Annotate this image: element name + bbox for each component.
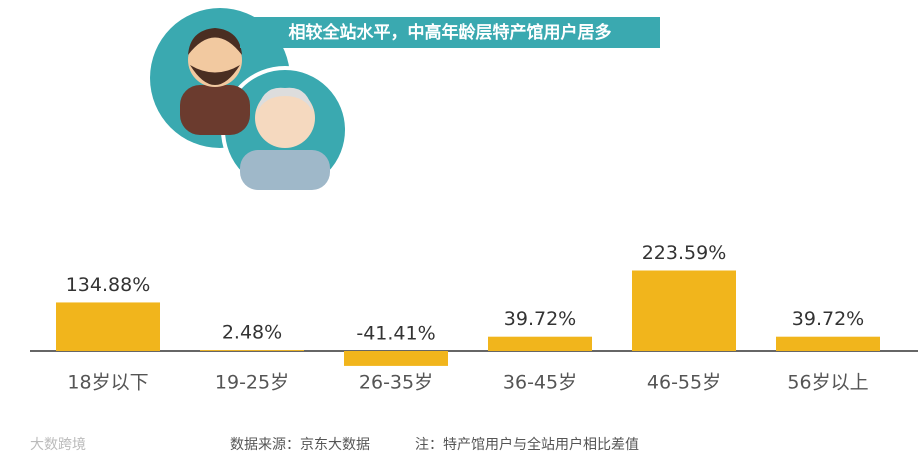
bar [488,336,592,351]
value-label: 2.48% [222,322,282,344]
title-banner [240,17,660,48]
bar [56,302,160,351]
value-label: 39.72% [504,308,576,330]
x-tick-label: 56岁以上 [787,372,868,394]
x-tick-label: 26-35岁 [359,372,433,394]
chart-title: 相较全站水平，中高年龄层特产馆用户居多 [289,22,612,43]
bar [344,351,448,366]
value-label: 39.72% [792,308,864,330]
value-label: 134.88% [66,274,151,296]
value-label: 223.59% [642,242,727,264]
bar [200,350,304,351]
value-label: -41.41% [356,323,435,345]
x-tick-label: 36-45岁 [503,372,577,394]
x-tick-label: 19-25岁 [215,372,289,394]
bar [632,270,736,351]
source: 数据来源：京东大数据 [230,437,370,453]
watermark: 大数跨境 [30,437,86,453]
x-tick-label: 18岁以下 [67,372,148,394]
bar [776,336,880,351]
x-tick-label: 46-55岁 [647,372,721,394]
note: 注：特产馆用户与全站用户相比差值 [415,436,639,453]
